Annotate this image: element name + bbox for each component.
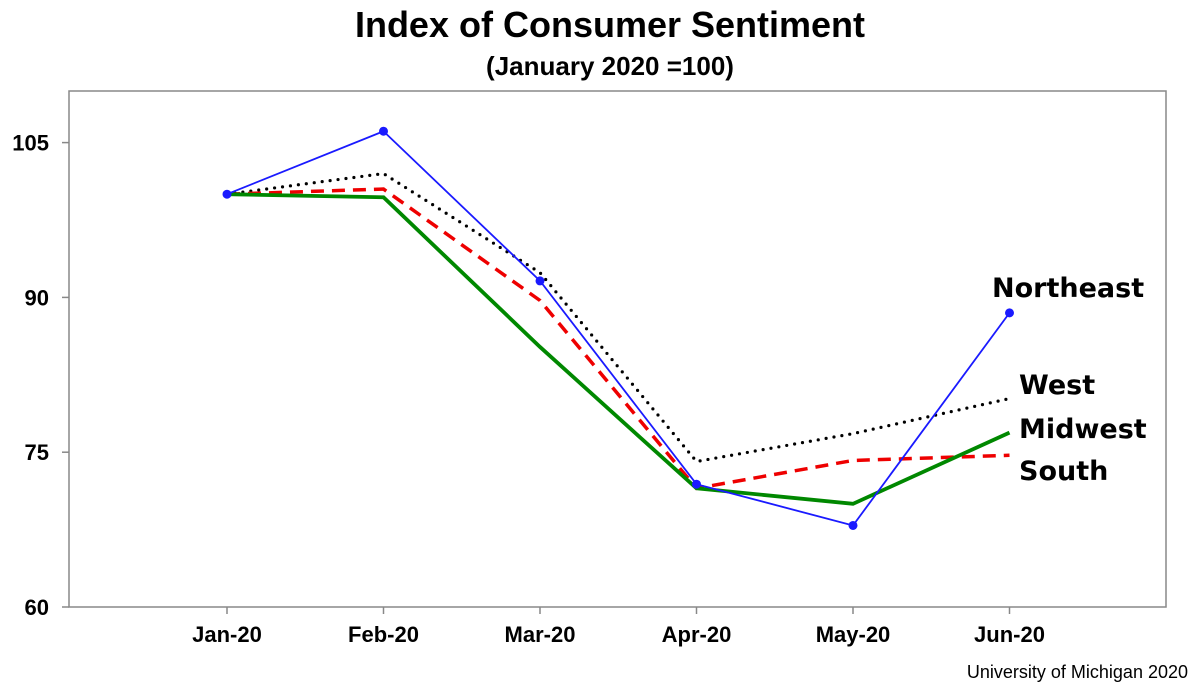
series-line-south <box>226 187 1010 491</box>
x-tick-label: Apr-20 <box>662 622 732 647</box>
x-tick-label: Mar-20 <box>505 622 576 647</box>
data-point-northeast <box>379 126 388 136</box>
y-tick-label: 90 <box>25 285 49 310</box>
source-credit: University of Michigan 2020 <box>967 662 1188 682</box>
series-lines <box>222 126 1014 530</box>
label-west: West <box>1019 370 1095 401</box>
x-tick-label: Jun-20 <box>974 622 1045 647</box>
data-point-northeast <box>692 479 701 489</box>
data-point-northeast <box>848 520 858 530</box>
series-line-northeast <box>226 130 1011 527</box>
x-tick-label: Feb-20 <box>348 622 419 647</box>
data-point-northeast <box>1005 308 1014 318</box>
y-axis: 60 75 90 105 <box>12 131 69 620</box>
chart-subtitle: (January 2020 =100) <box>486 51 734 81</box>
data-point-northeast <box>222 189 232 199</box>
plot-area <box>68 90 1167 608</box>
chart-title: Index of Consumer Sentiment <box>355 4 865 45</box>
x-tick-label: May-20 <box>816 622 891 647</box>
y-tick-label: 105 <box>12 131 49 156</box>
x-tick-label: Jan-20 <box>192 622 262 647</box>
label-northeast: Northeast <box>992 273 1144 304</box>
series-line-midwest <box>226 192 1011 506</box>
x-axis: Jan-20 Feb-20 Mar-20 Apr-20 May-20 Jun-20 <box>192 607 1045 647</box>
y-tick-label: 75 <box>25 440 49 465</box>
data-point-northeast <box>535 276 545 286</box>
label-south: South <box>1019 456 1108 487</box>
y-tick-label: 60 <box>25 595 49 620</box>
label-midwest: Midwest <box>1019 414 1147 445</box>
